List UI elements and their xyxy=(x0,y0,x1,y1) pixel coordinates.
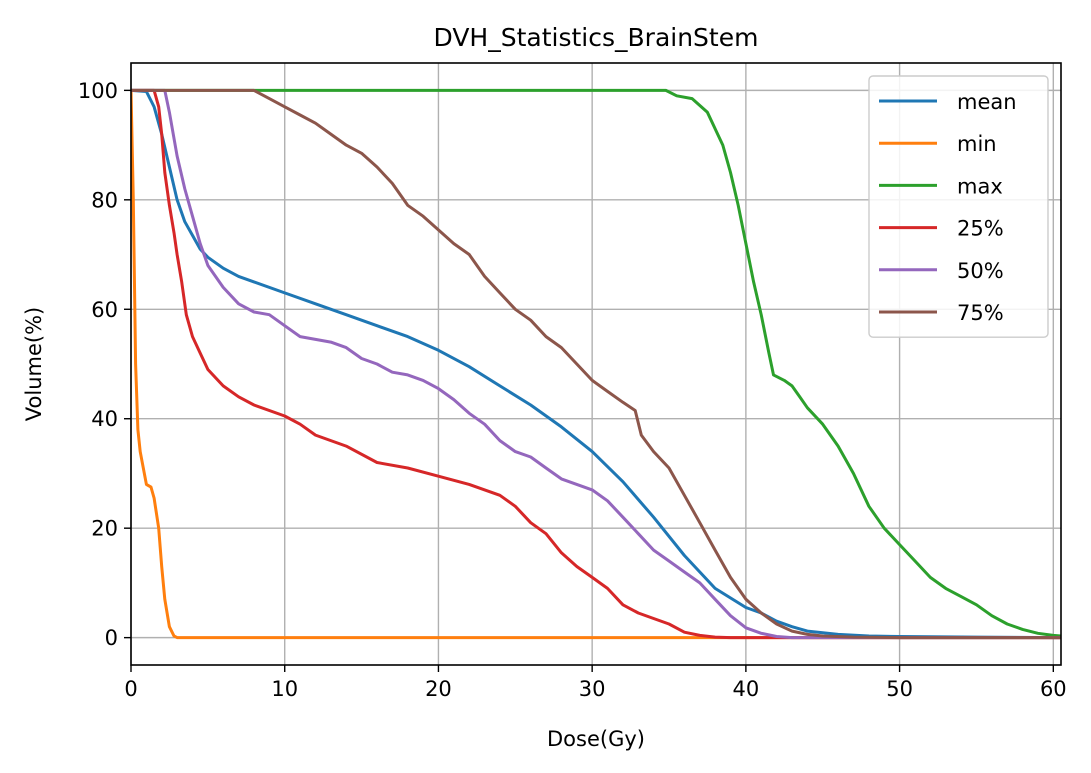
x-tick-label: 10 xyxy=(271,677,298,701)
series-line-25pct xyxy=(131,88,1061,640)
y-axis-label: Volume(%) xyxy=(22,307,46,421)
y-tick-label: 60 xyxy=(91,298,118,322)
legend-label: mean xyxy=(957,90,1017,114)
x-tick-label: 0 xyxy=(124,677,137,701)
series-line-mean xyxy=(131,88,1061,640)
y-tick-label: 100 xyxy=(78,79,118,103)
x-tick-label: 60 xyxy=(1040,677,1067,701)
plot-frame xyxy=(130,62,1062,666)
y-tick-label: 20 xyxy=(91,517,118,541)
legend-label: min xyxy=(957,132,997,156)
x-tick-label: 30 xyxy=(579,677,606,701)
y-tick-label: 0 xyxy=(105,626,118,650)
legend: mean min max 25% 50% 75% xyxy=(868,75,1049,338)
chart-title: DVH_Statistics_BrainStem xyxy=(434,23,759,52)
x-tick-label: 20 xyxy=(425,677,452,701)
series-lines xyxy=(131,88,1061,640)
x-axis-label: Dose(Gy) xyxy=(547,727,645,751)
series-line-max xyxy=(131,88,1061,638)
legend-label: 50% xyxy=(957,259,1004,283)
axis-ticks: 0 10 20 30 40 50 60 0 20 40 60 80 100 xyxy=(78,79,1067,701)
y-tick-label: 80 xyxy=(91,188,118,212)
legend-label: 25% xyxy=(957,217,1004,241)
series-line-50pct xyxy=(131,88,1061,640)
legend-box xyxy=(868,75,1049,338)
y-tick-label: 40 xyxy=(91,407,118,431)
x-tick-label: 50 xyxy=(886,677,913,701)
legend-label: max xyxy=(957,174,1003,198)
legend-label: 75% xyxy=(957,301,1004,325)
series-line-75pct xyxy=(131,88,1061,640)
series-line-min xyxy=(131,90,1061,640)
x-tick-label: 40 xyxy=(733,677,760,701)
